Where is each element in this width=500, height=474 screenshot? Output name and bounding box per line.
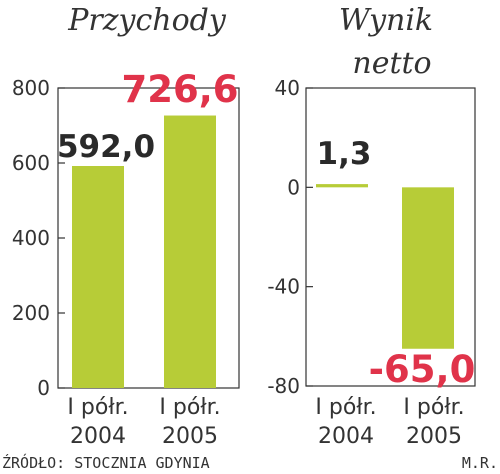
value-labels-przychody: 592,0 726,6 bbox=[57, 68, 239, 165]
plot-frame-wynik-netto bbox=[305, 87, 476, 387]
y-tick-label-przychody-0: 0 bbox=[37, 376, 50, 400]
category-label-przychody-0-line-1: 2004 bbox=[70, 424, 126, 449]
category-label-przychody-0-line-0: I półr. bbox=[67, 395, 128, 420]
category-label-wynik-netto-1-line-1: 2005 bbox=[406, 424, 462, 449]
bar-wynik-netto-1 bbox=[402, 187, 454, 349]
category-label-wynik-netto-1-line-0: I półr. bbox=[403, 395, 464, 420]
y-tick-label-przychody-4: 800 bbox=[12, 76, 50, 100]
category-label-wynik-netto-0-line-0: I półr. bbox=[315, 395, 376, 420]
category-label-wynik-netto-0-line-1: 2004 bbox=[318, 424, 374, 449]
chart-title-wynik-line-1: Wynik bbox=[339, 3, 433, 38]
x-axis-przychody: I półr. 2004 I półr. 2005 bbox=[67, 395, 220, 449]
y-tick-label-wynik-netto-2: 0 bbox=[287, 175, 300, 199]
x-axis-wynik-netto: I półr. 2004 I półr. 2005 bbox=[315, 395, 464, 449]
chart-title-wynik-line-2: netto bbox=[352, 46, 431, 81]
y-tick-label-wynik-netto-1: -40 bbox=[267, 275, 300, 299]
bar-wynik-netto-0 bbox=[316, 184, 368, 188]
category-label-przychody-1-line-1: 2005 bbox=[162, 424, 218, 449]
y-tick-label-przychody-1: 200 bbox=[12, 301, 50, 325]
y-axis-przychody: 0 200 400 600 800 bbox=[12, 76, 65, 400]
source-note: ŹRÓDŁO: STOCZNIA GDYNIA bbox=[2, 453, 210, 472]
chart-przychody: Przychody 0 200 400 600 800 592,0 726,6 I pół… bbox=[12, 3, 240, 449]
bars-przychody bbox=[72, 115, 216, 389]
y-tick-label-przychody-2: 400 bbox=[12, 226, 50, 250]
value-labels-wynik-netto: 1,3 -65,0 bbox=[317, 136, 476, 391]
chart-wynik-netto: Wynik netto -80 -40 0 40 1,3 -65,0 I półr. 20… bbox=[267, 3, 476, 449]
y-axis-wynik-netto: -80 -40 0 40 bbox=[267, 76, 313, 398]
y-tick-label-wynik-netto-3: 40 bbox=[275, 76, 300, 100]
value-label-wynik-netto-1: -65,0 bbox=[369, 348, 476, 391]
y-tick-label-wynik-netto-0: -80 bbox=[267, 374, 300, 398]
value-label-przychody-1: 726,6 bbox=[121, 68, 238, 111]
bar-przychody-0 bbox=[72, 166, 124, 388]
value-label-wynik-netto-0: 1,3 bbox=[317, 136, 372, 172]
bars-wynik-netto bbox=[316, 184, 454, 349]
bar-przychody-1 bbox=[164, 115, 216, 389]
y-tick-label-przychody-3: 600 bbox=[12, 151, 50, 175]
value-label-przychody-0: 592,0 bbox=[57, 129, 155, 165]
chart-title-przychody: Przychody bbox=[67, 3, 227, 38]
author-initials: M.R. bbox=[462, 454, 498, 472]
category-label-przychody-1-line-0: I półr. bbox=[159, 395, 220, 420]
